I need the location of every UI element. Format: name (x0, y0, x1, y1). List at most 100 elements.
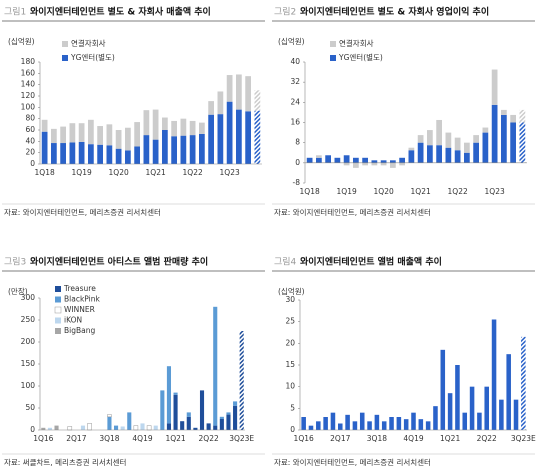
y-tick-label: 60 (25, 125, 35, 134)
source-note: 자료: 와이지엔터테인먼트, 메리츠증권 리서치센터 (4, 207, 161, 217)
source-note: 자료: 써클차트, 메리츠증권 리서치센터 (4, 457, 126, 467)
bar (477, 412, 482, 430)
y-tick-label: 0 (30, 159, 35, 168)
bar (125, 150, 131, 164)
bar (239, 331, 244, 430)
bar (389, 417, 394, 430)
legend-swatch (62, 41, 68, 47)
bar (206, 423, 211, 430)
bar (113, 425, 119, 430)
bar (254, 110, 261, 164)
legend-label: 연결자회사 (339, 38, 374, 48)
bar (41, 131, 48, 164)
x-tick-label: 1Q22 (183, 168, 203, 177)
bar (380, 160, 387, 163)
bar (120, 426, 125, 430)
bar (60, 126, 66, 144)
bar (491, 104, 498, 163)
bar (166, 423, 172, 430)
bar (371, 160, 378, 163)
bar (217, 91, 224, 115)
bar (519, 122, 526, 163)
x-tick-label: 1Q21 (411, 187, 431, 196)
bar (353, 157, 359, 163)
bar (427, 130, 433, 146)
bar (233, 405, 238, 430)
bar (236, 74, 242, 110)
x-tick-label: 3Q23E (511, 434, 536, 443)
bar (301, 417, 306, 430)
bar (316, 155, 322, 158)
bar (499, 399, 504, 430)
y-tick-label: 20 (25, 148, 35, 157)
bar (399, 162, 405, 166)
bar (482, 127, 489, 133)
bar (390, 160, 396, 163)
bar (330, 412, 336, 430)
bar (208, 101, 214, 115)
bar (152, 139, 159, 164)
bar (173, 394, 178, 430)
bar (362, 157, 368, 163)
legend-label: YG엔터(별도) (70, 52, 115, 62)
bar (127, 412, 132, 430)
bar (213, 425, 218, 430)
bar (189, 135, 196, 164)
y-tick-label: 32 (290, 77, 300, 86)
bar (510, 114, 516, 123)
x-tick-label: 1Q16 (33, 434, 53, 443)
bar (403, 419, 409, 430)
figure-label: 그림1 (4, 6, 26, 18)
y-tick-label: 0 (30, 425, 35, 434)
x-tick-label: 1Q20 (109, 168, 129, 177)
bar (162, 130, 168, 164)
bar (445, 147, 452, 163)
bar (371, 162, 378, 166)
bar (374, 414, 380, 430)
bar (345, 414, 350, 430)
bar (447, 393, 453, 430)
bar (338, 423, 343, 430)
bar (334, 157, 341, 163)
bar (189, 120, 196, 136)
bar (462, 412, 468, 430)
bar (180, 135, 187, 164)
legend-label: WINNER (64, 305, 95, 314)
bar (445, 132, 452, 148)
x-tick-label: 2Q17 (66, 434, 86, 443)
bar (143, 110, 150, 136)
bar (484, 386, 489, 430)
y-tick-label: 300 (21, 293, 36, 302)
x-tick-label: 1Q19 (337, 187, 357, 196)
bar (236, 109, 242, 164)
x-tick-label: 1Q19 (72, 168, 92, 177)
bar (491, 69, 498, 105)
bar (245, 111, 251, 164)
bar (521, 336, 526, 430)
bar (162, 117, 168, 130)
bar (199, 390, 205, 430)
x-tick-label: 1Q23 (220, 168, 240, 177)
figure-label: 그림4 (274, 256, 297, 268)
y-tick-label: 80 (25, 114, 35, 123)
bar (125, 127, 131, 151)
chart-title: 와이지엔터테인먼트 별도 & 자회사 영업이익 추이 (300, 6, 489, 18)
bar (436, 145, 442, 163)
bar (464, 152, 470, 163)
bar (325, 155, 331, 163)
y-tick-label: 180 (21, 57, 36, 66)
bar (152, 109, 159, 140)
x-tick-label: 1Q16 (294, 434, 314, 443)
bar (213, 306, 218, 426)
x-tick-label: 1Q21 (440, 434, 460, 443)
bar (186, 412, 191, 417)
bar (219, 416, 224, 419)
legend-swatch (62, 55, 68, 61)
bar (367, 421, 372, 430)
legend-swatch (55, 328, 61, 334)
y-tick-label: 0 (290, 425, 295, 434)
x-tick-label: 2Q22 (477, 434, 497, 443)
bar (390, 162, 396, 168)
bar (473, 142, 479, 163)
